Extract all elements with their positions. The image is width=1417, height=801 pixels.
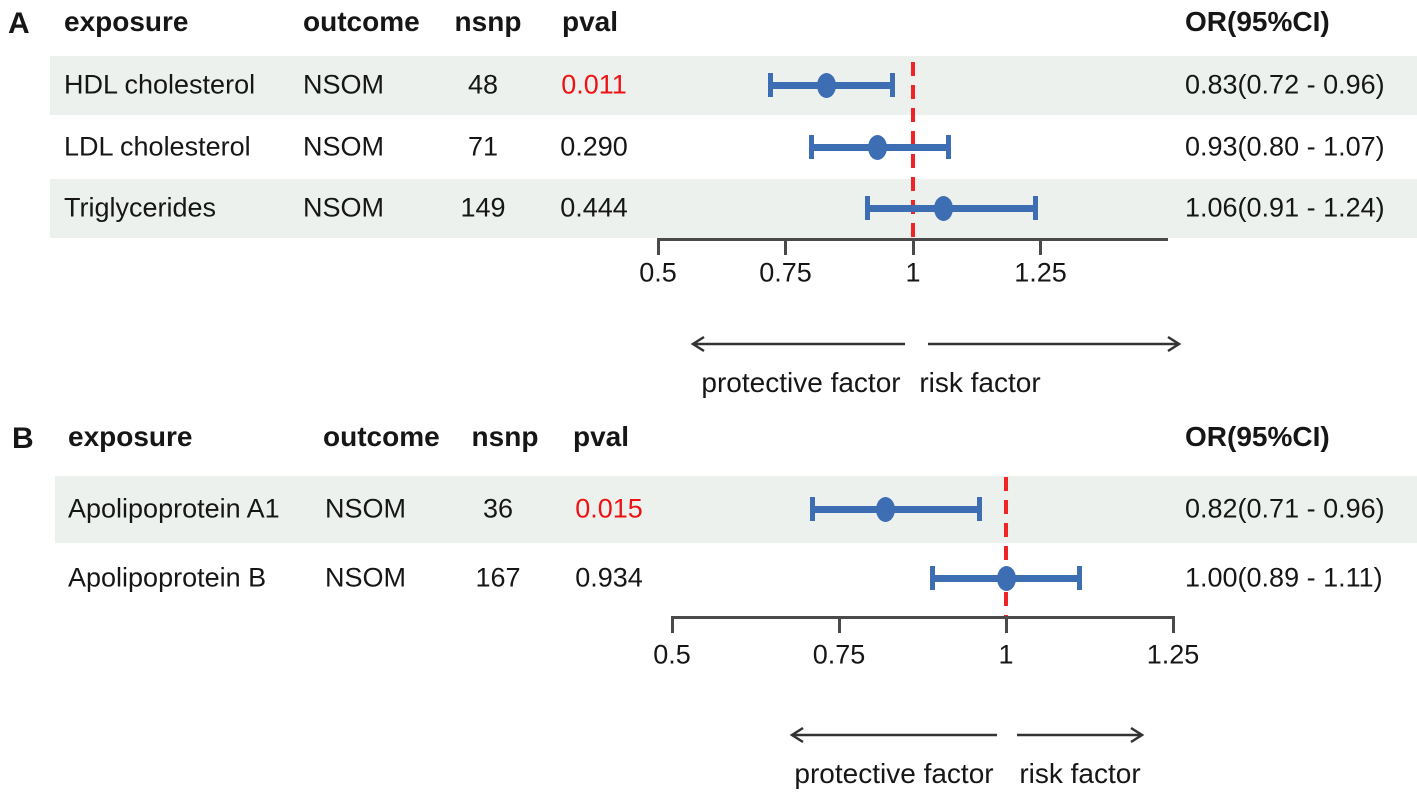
- row-band: [50, 178, 1417, 238]
- axis-tick-label: 0.5: [639, 257, 677, 288]
- axis-tick-label: 0.75: [759, 257, 812, 288]
- row-exposure-label: LDL cholesterol: [64, 131, 251, 162]
- column-header-exposure: exposure: [64, 6, 189, 37]
- axis-line: [672, 616, 1173, 619]
- row-or-ci-value: 0.82(0.71 - 0.96): [1185, 493, 1385, 524]
- axis-tick: [784, 238, 787, 255]
- column-header-pval: pval: [572, 421, 630, 452]
- row-band: [50, 55, 1417, 115]
- axis-tick: [837, 616, 841, 633]
- axis-tick-label: 1: [905, 257, 921, 288]
- row-outcome-label: NSOM: [303, 192, 384, 223]
- row-pval-value: 0.011: [561, 69, 627, 100]
- row-nsnp-value: 36: [482, 493, 514, 524]
- column-header-outcome: outcome: [303, 6, 420, 37]
- risk-factor-arrow: [1017, 726, 1145, 744]
- row-pval-value: 0.444: [560, 192, 628, 223]
- axis-tick-label: 1.25: [1146, 639, 1200, 670]
- protective-factor-arrow: [690, 335, 905, 353]
- row-pval-value: 0.015: [575, 493, 643, 524]
- reference-line: [1004, 477, 1008, 616]
- row-exposure-label: HDL cholesterol: [64, 69, 256, 100]
- axis-tick: [656, 238, 660, 255]
- point-estimate: [816, 72, 836, 98]
- point-estimate: [996, 565, 1016, 591]
- arrowhead-left-icon: [690, 335, 705, 353]
- row-or-ci-value: 1.00(0.89 - 1.11): [1185, 562, 1383, 593]
- axis-tick: [1004, 616, 1008, 633]
- panel-label: B: [12, 422, 34, 455]
- axis-tick: [670, 616, 674, 633]
- column-header-nsnp: nsnp: [471, 421, 539, 452]
- column-header-exposure: exposure: [68, 421, 193, 452]
- point-estimate: [934, 195, 954, 221]
- point-estimate: [876, 496, 896, 522]
- panel-label: A: [8, 7, 30, 40]
- row-outcome-label: NSOM: [325, 493, 406, 524]
- ci-cap-left: [808, 135, 814, 159]
- ci-cap-right: [890, 73, 896, 97]
- ci-cap-left: [809, 497, 815, 521]
- ci-line: [812, 505, 980, 513]
- row-nsnp-value: 48: [467, 69, 499, 100]
- row-or-ci-value: 0.93(0.80 - 1.07): [1185, 131, 1385, 162]
- row-pval-value: 0.934: [575, 562, 643, 593]
- row-outcome-label: NSOM: [303, 131, 384, 162]
- ci-cap-right: [946, 135, 952, 159]
- risk-factor-arrow: [928, 335, 1182, 353]
- arrowhead-right-icon: [1167, 335, 1182, 353]
- column-header-or-ci: OR(95%CI): [1185, 6, 1330, 37]
- protective-factor-arrow: [789, 726, 997, 744]
- row-nsnp-value: 167: [475, 562, 521, 593]
- row-or-ci-value: 0.83(0.72 - 0.96): [1185, 69, 1385, 100]
- column-header-or-ci: OR(95%CI): [1185, 421, 1330, 452]
- row-outcome-label: NSOM: [325, 562, 406, 593]
- protective-factor-label: protective factor: [701, 367, 901, 398]
- axis-tick: [1171, 616, 1175, 633]
- row-or-ci-value: 1.06(0.91 - 1.24): [1185, 192, 1385, 223]
- axis-tick: [911, 238, 915, 255]
- axis-tick-label: 1: [998, 639, 1014, 670]
- ci-cap-left: [930, 566, 936, 590]
- ci-cap-left: [864, 196, 870, 220]
- axis-tick-label: 1.25: [1014, 257, 1067, 288]
- axis-tick-label: 0.5: [653, 639, 691, 670]
- row-pval-value: 0.290: [560, 131, 628, 162]
- row-exposure-label: Apolipoprotein B: [68, 562, 267, 593]
- ci-cap-right: [976, 497, 982, 521]
- row-band: [55, 475, 1417, 543]
- column-header-pval: pval: [561, 6, 619, 37]
- row-outcome-label: NSOM: [303, 69, 384, 100]
- ci-cap-right: [1076, 566, 1082, 590]
- arrowhead-left-icon: [789, 726, 804, 744]
- protective-factor-label: protective factor: [794, 758, 994, 789]
- point-estimate: [867, 134, 887, 160]
- row-nsnp-value: 71: [467, 131, 499, 162]
- column-header-nsnp: nsnp: [454, 6, 522, 37]
- column-header-outcome: outcome: [323, 421, 440, 452]
- row-exposure-label: Triglycerides: [64, 192, 217, 223]
- axis-tick: [1039, 238, 1042, 255]
- ci-cap-left: [767, 73, 773, 97]
- arrowhead-right-icon: [1130, 726, 1145, 744]
- row-exposure-label: Apolipoprotein A1: [68, 493, 280, 524]
- risk-factor-label: risk factor: [1019, 758, 1141, 789]
- axis-tick-label: 0.75: [812, 639, 866, 670]
- row-nsnp-value: 149: [460, 192, 506, 223]
- ci-cap-right: [1032, 196, 1038, 220]
- risk-factor-label: risk factor: [919, 367, 1041, 398]
